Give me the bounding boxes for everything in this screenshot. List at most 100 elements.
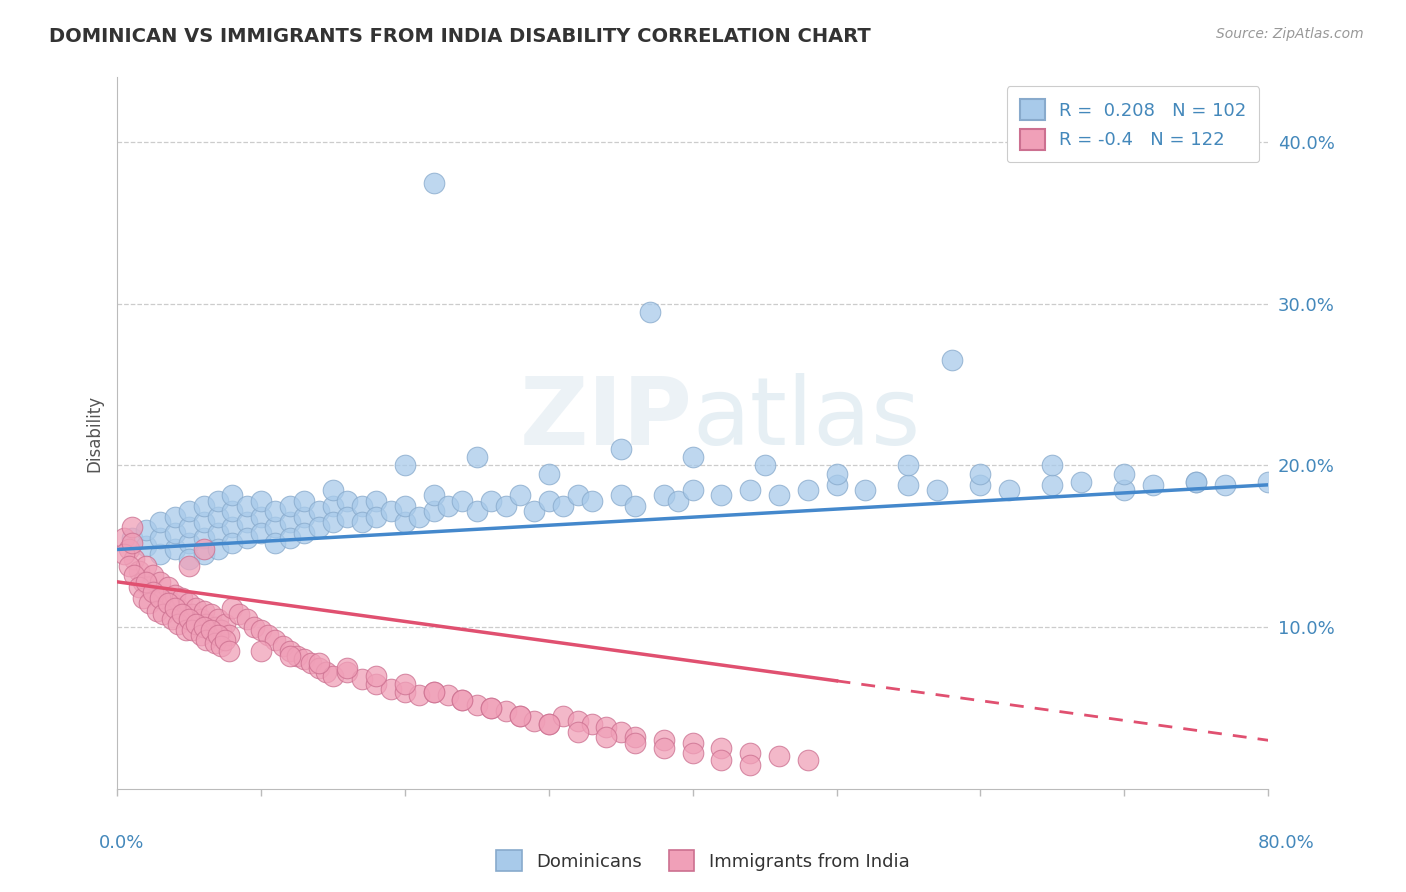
Point xyxy=(218,644,240,658)
Point xyxy=(624,737,647,751)
Point xyxy=(479,494,502,508)
Point xyxy=(163,510,186,524)
Point xyxy=(195,616,218,631)
Point xyxy=(292,652,315,666)
Point xyxy=(235,531,257,545)
Point xyxy=(366,676,388,690)
Point xyxy=(166,616,188,631)
Point xyxy=(128,580,150,594)
Point xyxy=(350,499,373,513)
Point xyxy=(299,656,322,670)
Point xyxy=(825,478,848,492)
Point xyxy=(537,717,560,731)
Point xyxy=(170,591,193,605)
Point xyxy=(228,607,250,622)
Point xyxy=(422,685,444,699)
Text: atlas: atlas xyxy=(693,373,921,465)
Point xyxy=(998,483,1021,497)
Point xyxy=(567,725,589,739)
Point xyxy=(553,499,575,513)
Point xyxy=(214,616,236,631)
Text: 0.0%: 0.0% xyxy=(98,834,143,852)
Point xyxy=(465,504,488,518)
Point xyxy=(652,733,675,747)
Point xyxy=(250,510,273,524)
Point xyxy=(146,604,169,618)
Point xyxy=(740,483,762,497)
Point xyxy=(595,730,617,744)
Point xyxy=(609,442,631,457)
Point xyxy=(207,494,229,508)
Point xyxy=(152,591,174,605)
Point xyxy=(235,499,257,513)
Point xyxy=(479,701,502,715)
Point xyxy=(567,714,589,728)
Point xyxy=(394,676,416,690)
Point xyxy=(193,499,215,513)
Point xyxy=(204,636,226,650)
Point xyxy=(135,558,157,573)
Point xyxy=(135,574,157,589)
Point xyxy=(121,536,143,550)
Point xyxy=(380,681,402,696)
Point xyxy=(1070,475,1092,489)
Point xyxy=(200,624,222,638)
Point xyxy=(235,612,257,626)
Point xyxy=(135,523,157,537)
Point xyxy=(740,757,762,772)
Point xyxy=(118,542,141,557)
Point xyxy=(285,649,308,664)
Point xyxy=(292,526,315,541)
Point xyxy=(537,717,560,731)
Point xyxy=(897,458,920,473)
Point xyxy=(221,536,243,550)
Point xyxy=(156,580,179,594)
Point xyxy=(624,499,647,513)
Text: DOMINICAN VS IMMIGRANTS FROM INDIA DISABILITY CORRELATION CHART: DOMINICAN VS IMMIGRANTS FROM INDIA DISAB… xyxy=(49,27,870,45)
Point xyxy=(495,499,517,513)
Point xyxy=(509,487,531,501)
Point xyxy=(264,504,287,518)
Point xyxy=(149,574,172,589)
Point xyxy=(366,668,388,682)
Point xyxy=(437,499,460,513)
Point xyxy=(181,607,204,622)
Point xyxy=(163,600,186,615)
Point xyxy=(204,620,226,634)
Point xyxy=(380,504,402,518)
Point xyxy=(190,628,212,642)
Point xyxy=(465,450,488,465)
Point xyxy=(271,640,294,654)
Point xyxy=(754,458,776,473)
Point xyxy=(181,624,204,638)
Point xyxy=(292,510,315,524)
Point xyxy=(336,494,359,508)
Point xyxy=(121,520,143,534)
Point xyxy=(422,176,444,190)
Point xyxy=(581,717,603,731)
Point xyxy=(121,531,143,545)
Point xyxy=(207,628,229,642)
Point xyxy=(308,656,330,670)
Point xyxy=(149,547,172,561)
Point xyxy=(1040,458,1063,473)
Point xyxy=(193,515,215,529)
Point xyxy=(366,510,388,524)
Point xyxy=(666,494,689,508)
Point xyxy=(1114,483,1136,497)
Point xyxy=(451,494,474,508)
Point xyxy=(193,547,215,561)
Point xyxy=(408,510,430,524)
Point xyxy=(135,539,157,553)
Point xyxy=(124,552,146,566)
Point xyxy=(710,753,733,767)
Point xyxy=(278,649,301,664)
Point xyxy=(166,600,188,615)
Point xyxy=(138,596,160,610)
Point xyxy=(537,467,560,481)
Point xyxy=(322,668,344,682)
Point xyxy=(509,709,531,723)
Point xyxy=(567,487,589,501)
Point xyxy=(186,600,208,615)
Point xyxy=(451,693,474,707)
